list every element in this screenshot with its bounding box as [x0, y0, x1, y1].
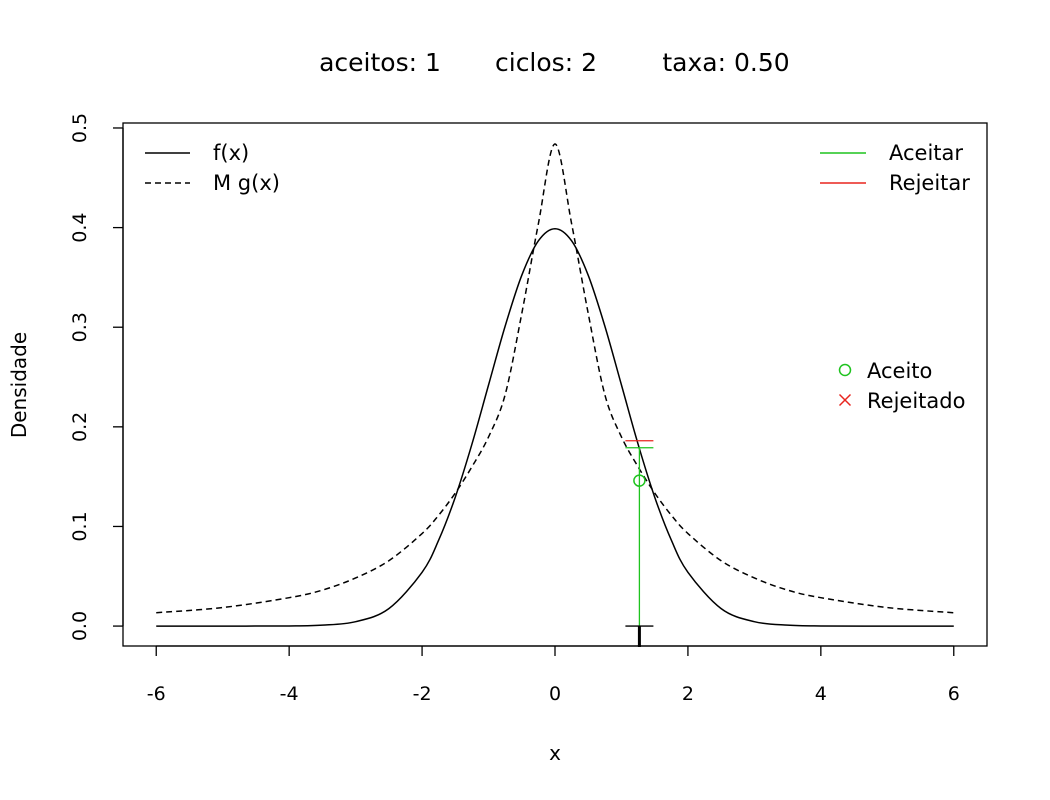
accepted-point	[633, 474, 646, 487]
x-tick-label: 6	[948, 683, 960, 705]
x-tick-label: 4	[815, 683, 827, 705]
axes: -6 -4 -2 0 2 4 6 0.0 0.1 0.2 0.3 0.4 0.5	[69, 113, 960, 705]
y-tick-label: 0.4	[69, 212, 91, 242]
legend-point-rejeitado	[838, 393, 852, 407]
legend-label-fx: f(x)	[213, 141, 249, 165]
legend-label-rejeitar: Rejeitar	[889, 171, 970, 195]
series-fx-line	[156, 227, 954, 627]
legend-label-aceito: Aceito	[867, 359, 932, 383]
x-tick-label: -2	[413, 683, 432, 705]
y-tick-label: 0.2	[69, 412, 91, 442]
title-aceitos: aceitos: 1	[319, 48, 441, 77]
x-tick-label: 0	[549, 683, 561, 705]
proposal-markers	[625, 440, 654, 647]
y-tick-label: 0.1	[69, 511, 91, 541]
x-axis-label: x	[549, 741, 561, 765]
y-tick-label: 0.5	[69, 113, 91, 143]
y-tick-label: 0.0	[69, 611, 91, 641]
x-tick-label: 2	[682, 683, 694, 705]
legend-curves: f(x) M g(x)	[145, 141, 280, 195]
legend-lines: Aceitar Rejeitar	[820, 141, 970, 195]
series-mgx-line	[156, 143, 954, 614]
y-axis-label: Densidade	[7, 332, 31, 438]
legend-label-aceitar: Aceitar	[889, 141, 963, 165]
curves	[156, 143, 954, 627]
title-ciclos: ciclos: 2	[495, 48, 597, 77]
plot-frame	[122, 122, 988, 647]
x-tick-label: -6	[147, 683, 166, 705]
legend-label-mgx: M g(x)	[213, 171, 280, 195]
legend-point-aceito	[838, 363, 852, 377]
legend-label-rejeitado: Rejeitado	[867, 389, 965, 413]
y-tick-label: 0.3	[69, 312, 91, 342]
legend-points: Aceito Rejeitado	[838, 359, 965, 413]
title-taxa: taxa: 0.50	[662, 48, 789, 77]
x-tick-label: -4	[280, 683, 299, 705]
